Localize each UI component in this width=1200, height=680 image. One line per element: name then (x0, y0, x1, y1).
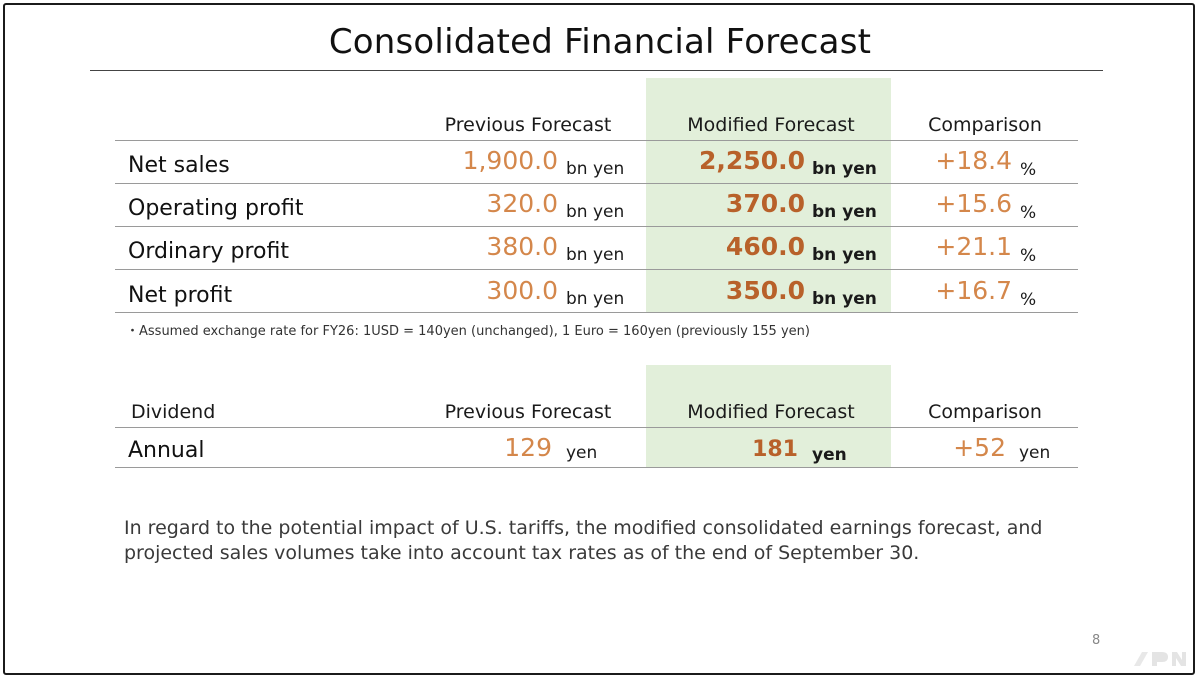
row-label-annual: Annual (128, 438, 205, 463)
modified-column-highlight (646, 365, 891, 467)
comparison-unit: % (1020, 203, 1037, 223)
previous-value: 300.0 (486, 276, 558, 305)
table-rule (115, 140, 1078, 141)
comparison-unit: % (1020, 246, 1037, 266)
table-rule (115, 467, 1078, 468)
modified-value: 2,250.0 (699, 146, 805, 175)
header-previous-forecast: Previous Forecast (444, 114, 612, 136)
slide (3, 3, 1195, 675)
header-modified-forecast: Modified Forecast (687, 114, 855, 136)
row-label-net-sales: Net sales (128, 153, 230, 178)
table-rule (115, 312, 1078, 313)
header-comparison: Comparison (928, 401, 1042, 423)
modified-column-highlight (646, 78, 891, 312)
previous-unit: bn yen (566, 289, 625, 309)
comparison-unit: % (1020, 160, 1037, 180)
table-rule (115, 269, 1078, 270)
previous-value: 129 (504, 433, 552, 462)
modified-value: 350.0 (725, 276, 805, 305)
comparison-unit: yen (1019, 443, 1051, 463)
row-label-ordinary-profit: Ordinary profit (128, 239, 290, 264)
page-title: Consolidated Financial Forecast (328, 22, 872, 62)
row-label-net-profit: Net profit (128, 283, 233, 308)
modified-value: 460.0 (725, 232, 805, 261)
comparison-value: +21.1 (935, 232, 1012, 261)
comparison-value: +18.4 (935, 146, 1012, 175)
previous-unit: yen (566, 443, 598, 463)
page-number: 8 (1092, 633, 1101, 648)
modified-unit: bn yen (812, 159, 877, 179)
previous-value: 380.0 (486, 232, 558, 261)
comparison-value: +52 (953, 433, 1006, 462)
modified-value: 370.0 (725, 189, 805, 218)
modified-unit: yen (812, 445, 847, 465)
table-rule (115, 226, 1078, 227)
watermark-logo-icon (1134, 652, 1186, 666)
modified-unit: bn yen (812, 289, 877, 309)
previous-unit: bn yen (566, 202, 625, 222)
previous-value: 1,900.0 (462, 146, 558, 175)
comparison-unit: % (1020, 290, 1037, 310)
previous-unit: bn yen (566, 245, 625, 265)
header-comparison: Comparison (928, 114, 1042, 136)
comparison-value: +15.6 (935, 189, 1012, 218)
modified-unit: bn yen (812, 245, 877, 265)
previous-unit: bn yen (566, 159, 625, 179)
modified-value: 181 (752, 437, 798, 462)
header-dividend: Dividend (131, 401, 216, 423)
header-modified-forecast: Modified Forecast (687, 401, 855, 423)
previous-value: 320.0 (486, 189, 558, 218)
tariff-footnote: In regard to the potential impact of U.S… (124, 517, 1043, 564)
table-rule (115, 427, 1078, 428)
comparison-value: +16.7 (935, 276, 1012, 305)
title-divider (90, 70, 1103, 71)
modified-unit: bn yen (812, 202, 877, 222)
table-rule (115, 183, 1078, 184)
row-label-operating-profit: Operating profit (128, 196, 304, 221)
header-previous-forecast: Previous Forecast (444, 401, 612, 423)
exchange-rate-note: ・Assumed exchange rate for FY26: 1USD = … (126, 324, 810, 339)
